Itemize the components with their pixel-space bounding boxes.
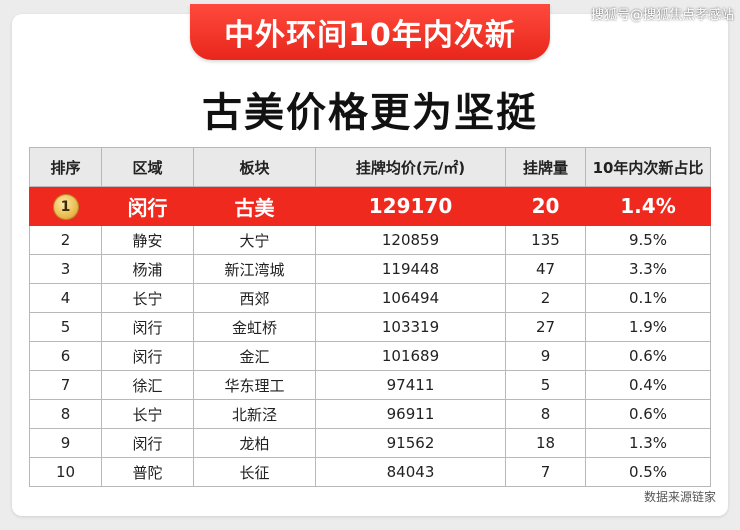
table-row: 6 闵行 金汇 101689 9 0.6%: [29, 341, 711, 371]
rank-cell: 6: [29, 341, 102, 371]
table-row: 2 静安 大宁 120859 135 9.5%: [29, 225, 711, 255]
listings-cell: 47: [505, 254, 586, 284]
header-ratio: 10年内次新占比: [585, 147, 711, 187]
table-row: 3 杨浦 新江湾城 119448 47 3.3%: [29, 254, 711, 284]
ratio-cell: 0.6%: [585, 399, 711, 429]
block-cell: 金汇: [193, 341, 316, 371]
avg-price-cell: 120859: [315, 225, 506, 255]
block-cell: 长征: [193, 457, 316, 487]
block-cell: 古美: [193, 186, 316, 226]
listings-cell: 8: [505, 399, 586, 429]
medal-rank: 1: [60, 198, 71, 215]
district-cell: 闵行: [101, 186, 194, 226]
block-cell: 华东理工: [193, 370, 316, 400]
avg-price-cell: 101689: [315, 341, 506, 371]
ratio-cell: 1.3%: [585, 428, 711, 458]
district-cell: 徐汇: [101, 370, 194, 400]
ratio-cell: 0.4%: [585, 370, 711, 400]
table-row: 5 闵行 金虹桥 103319 27 1.9%: [29, 312, 711, 342]
listings-cell: 9: [505, 341, 586, 371]
listings-cell: 7: [505, 457, 586, 487]
source-note: 数据来源链家: [643, 490, 716, 504]
ratio-cell: 0.1%: [585, 283, 711, 313]
title-banner: 中外环间10年内次新: [190, 4, 550, 60]
ratio-cell: 0.5%: [585, 457, 711, 487]
header-avg-price: 挂牌均价(元/㎡): [315, 147, 506, 187]
block-cell: 北新泾: [193, 399, 316, 429]
district-cell: 闵行: [101, 428, 194, 458]
avg-price-cell: 106494: [315, 283, 506, 313]
table-row: 7 徐汇 华东理工 97411 5 0.4%: [29, 370, 711, 400]
header-block: 板块: [193, 147, 316, 187]
rank-cell: 5: [29, 312, 102, 342]
block-cell: 大宁: [193, 225, 316, 255]
ratio-cell: 1.4%: [585, 186, 711, 226]
listings-cell: 2: [505, 283, 586, 313]
ranking-table: 排序 区域 板块 挂牌均价(元/㎡) 挂牌量 10年内次新占比 1 闵行 古美 …: [29, 147, 711, 487]
listings-cell: 135: [505, 225, 586, 255]
rank-cell: 3: [29, 254, 102, 284]
rank-cell: 7: [29, 370, 102, 400]
listings-cell: 20: [505, 186, 586, 226]
table-header-row: 排序 区域 板块 挂牌均价(元/㎡) 挂牌量 10年内次新占比: [29, 147, 711, 187]
table-row-top: 1 闵行 古美 129170 20 1.4%: [29, 186, 711, 226]
banner-title: 中外环间10年内次新: [224, 18, 516, 53]
block-cell: 龙柏: [193, 428, 316, 458]
district-cell: 闵行: [101, 312, 194, 342]
ratio-cell: 0.6%: [585, 341, 711, 371]
avg-price-cell: 129170: [315, 186, 506, 226]
rank-cell: 2: [29, 225, 102, 255]
table-row: 9 闵行 龙柏 91562 18 1.3%: [29, 428, 711, 458]
header-district: 区域: [101, 147, 194, 187]
avg-price-cell: 96911: [315, 399, 506, 429]
block-cell: 新江湾城: [193, 254, 316, 284]
rank-cell: 1: [29, 186, 102, 226]
ratio-cell: 9.5%: [585, 225, 711, 255]
table-row: 10 普陀 长征 84043 7 0.5%: [29, 457, 711, 487]
page-title: 古美价格更为坚挺: [202, 90, 538, 136]
table-row: 4 长宁 西郊 106494 2 0.1%: [29, 283, 711, 313]
avg-price-cell: 103319: [315, 312, 506, 342]
block-cell: 西郊: [193, 283, 316, 313]
ratio-cell: 1.9%: [585, 312, 711, 342]
district-cell: 静安: [101, 225, 194, 255]
avg-price-cell: 119448: [315, 254, 506, 284]
watermark: 搜狐号@搜狐焦点孝感站: [590, 8, 734, 23]
district-cell: 长宁: [101, 399, 194, 429]
header-rank: 排序: [29, 147, 102, 187]
rank-cell: 9: [29, 428, 102, 458]
listings-cell: 5: [505, 370, 586, 400]
district-cell: 长宁: [101, 283, 194, 313]
rank-cell: 8: [29, 399, 102, 429]
block-cell: 金虹桥: [193, 312, 316, 342]
listings-cell: 18: [505, 428, 586, 458]
district-cell: 普陀: [101, 457, 194, 487]
district-cell: 杨浦: [101, 254, 194, 284]
ratio-cell: 3.3%: [585, 254, 711, 284]
rank-cell: 4: [29, 283, 102, 313]
avg-price-cell: 97411: [315, 370, 506, 400]
avg-price-cell: 91562: [315, 428, 506, 458]
listings-cell: 27: [505, 312, 586, 342]
header-listings: 挂牌量: [505, 147, 586, 187]
table-row: 8 长宁 北新泾 96911 8 0.6%: [29, 399, 711, 429]
rank-cell: 10: [29, 457, 102, 487]
avg-price-cell: 84043: [315, 457, 506, 487]
district-cell: 闵行: [101, 341, 194, 371]
gold-medal-icon: 1: [53, 194, 78, 219]
